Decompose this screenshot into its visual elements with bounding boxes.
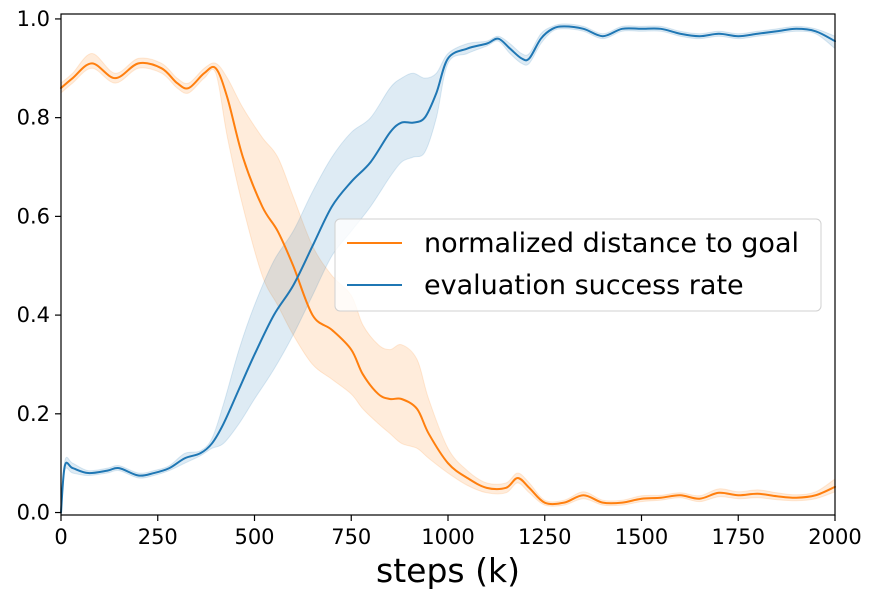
y-tick-label: 0.8 <box>17 106 50 130</box>
legend: normalized distance to goal evaluation s… <box>334 218 822 312</box>
legend-label-success: evaluation success rate <box>424 270 744 301</box>
line-success <box>60 25 836 514</box>
x-tick-label: 500 <box>234 525 274 549</box>
y-tick-label: 0.2 <box>17 402 50 426</box>
x-tick-label: 250 <box>138 525 178 549</box>
x-tick-label: 1750 <box>712 525 765 549</box>
legend-box <box>334 218 822 312</box>
x-tick-label: 750 <box>331 525 371 549</box>
y-tick-label: 0.4 <box>17 303 50 327</box>
y-tick-label: 1.0 <box>17 7 50 31</box>
x-axis-label: steps (k) <box>376 551 520 590</box>
x-tick-label: 2000 <box>808 525 861 549</box>
series-lines <box>60 25 836 514</box>
y-tick-label: 0.6 <box>17 204 50 228</box>
x-tick-label: 1250 <box>518 525 571 549</box>
line-distance <box>60 61 836 506</box>
y-axis-ticks: 0.0 0.2 0.4 0.6 0.8 1.0 <box>17 7 61 525</box>
y-tick-label: 0.0 <box>17 501 50 525</box>
x-axis-ticks: 0 250 500 750 1000 1250 1500 1750 2000 <box>54 515 862 549</box>
x-tick-label: 0 <box>54 525 67 549</box>
x-tick-label: 1500 <box>615 525 668 549</box>
x-tick-label: 1000 <box>421 525 474 549</box>
legend-label-distance: normalized distance to goal <box>424 228 799 259</box>
